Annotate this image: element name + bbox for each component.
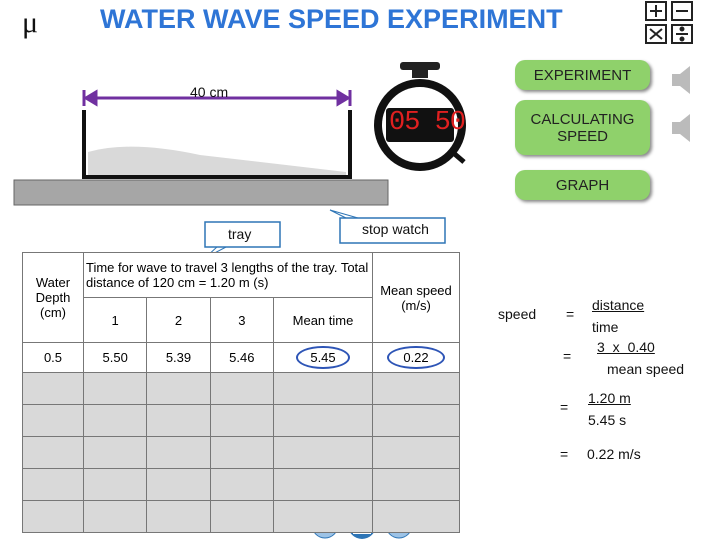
- cell: 5.39: [146, 342, 211, 373]
- bench: [13, 179, 389, 206]
- numerator: 3 x 0.40: [597, 339, 655, 355]
- speaker: [672, 66, 690, 142]
- header-cell: Mean time: [273, 297, 373, 343]
- water: [88, 146, 346, 176]
- denominator: 5.45 s: [588, 412, 627, 428]
- results-table: Water Depth (cm) Time for wave to travel…: [22, 252, 460, 533]
- numerator: 1.20 m: [588, 390, 631, 406]
- equals: =: [560, 399, 569, 415]
- header-cell: Time for wave to travel 3 lengths of the…: [83, 252, 373, 298]
- measure-arrow: [82, 89, 352, 107]
- header-cell: 2: [146, 297, 211, 343]
- title: WATER WAVE SPEED EXPERIMENT: [100, 4, 563, 34]
- length-label: 40 cm: [190, 84, 229, 100]
- highlight: 5.45: [296, 346, 350, 369]
- header-cell: Mean speed (m/s): [372, 252, 460, 343]
- cell: 0.5: [22, 342, 84, 373]
- formula-lhs: speed: [498, 306, 537, 322]
- stopwatch-label: stop watch: [362, 221, 429, 237]
- tray-label: tray: [228, 226, 252, 242]
- tray: [82, 110, 352, 179]
- cell: 5.50: [82, 342, 148, 373]
- graph-button[interactable]: GRAPH: [515, 170, 650, 200]
- cell: 5.45: [273, 342, 373, 373]
- stopwatch-display: 05 50: [389, 108, 466, 138]
- callouts: [204, 209, 446, 259]
- mu-symbol: μ: [22, 6, 39, 39]
- header-cell: 1: [82, 297, 148, 343]
- cell: 0.22: [372, 342, 460, 373]
- header-cell: 3: [209, 297, 275, 343]
- calculating-button[interactable]: CALCULATING SPEED: [515, 100, 650, 155]
- numerator: distance: [592, 297, 645, 313]
- equals: =: [560, 446, 569, 462]
- highlight: 0.22: [387, 346, 445, 369]
- math-icon: [645, 1, 693, 44]
- equals: =: [563, 348, 572, 364]
- equals: =: [566, 306, 575, 322]
- result: 0.22 m/s: [587, 446, 641, 462]
- cell: 5.46: [209, 342, 275, 373]
- experiment-button[interactable]: EXPERIMENT: [515, 60, 650, 90]
- stopwatch: [374, 62, 466, 171]
- header-cell: Water Depth (cm): [22, 252, 84, 343]
- denominator: mean speed: [607, 361, 685, 377]
- denominator: time: [592, 319, 619, 335]
